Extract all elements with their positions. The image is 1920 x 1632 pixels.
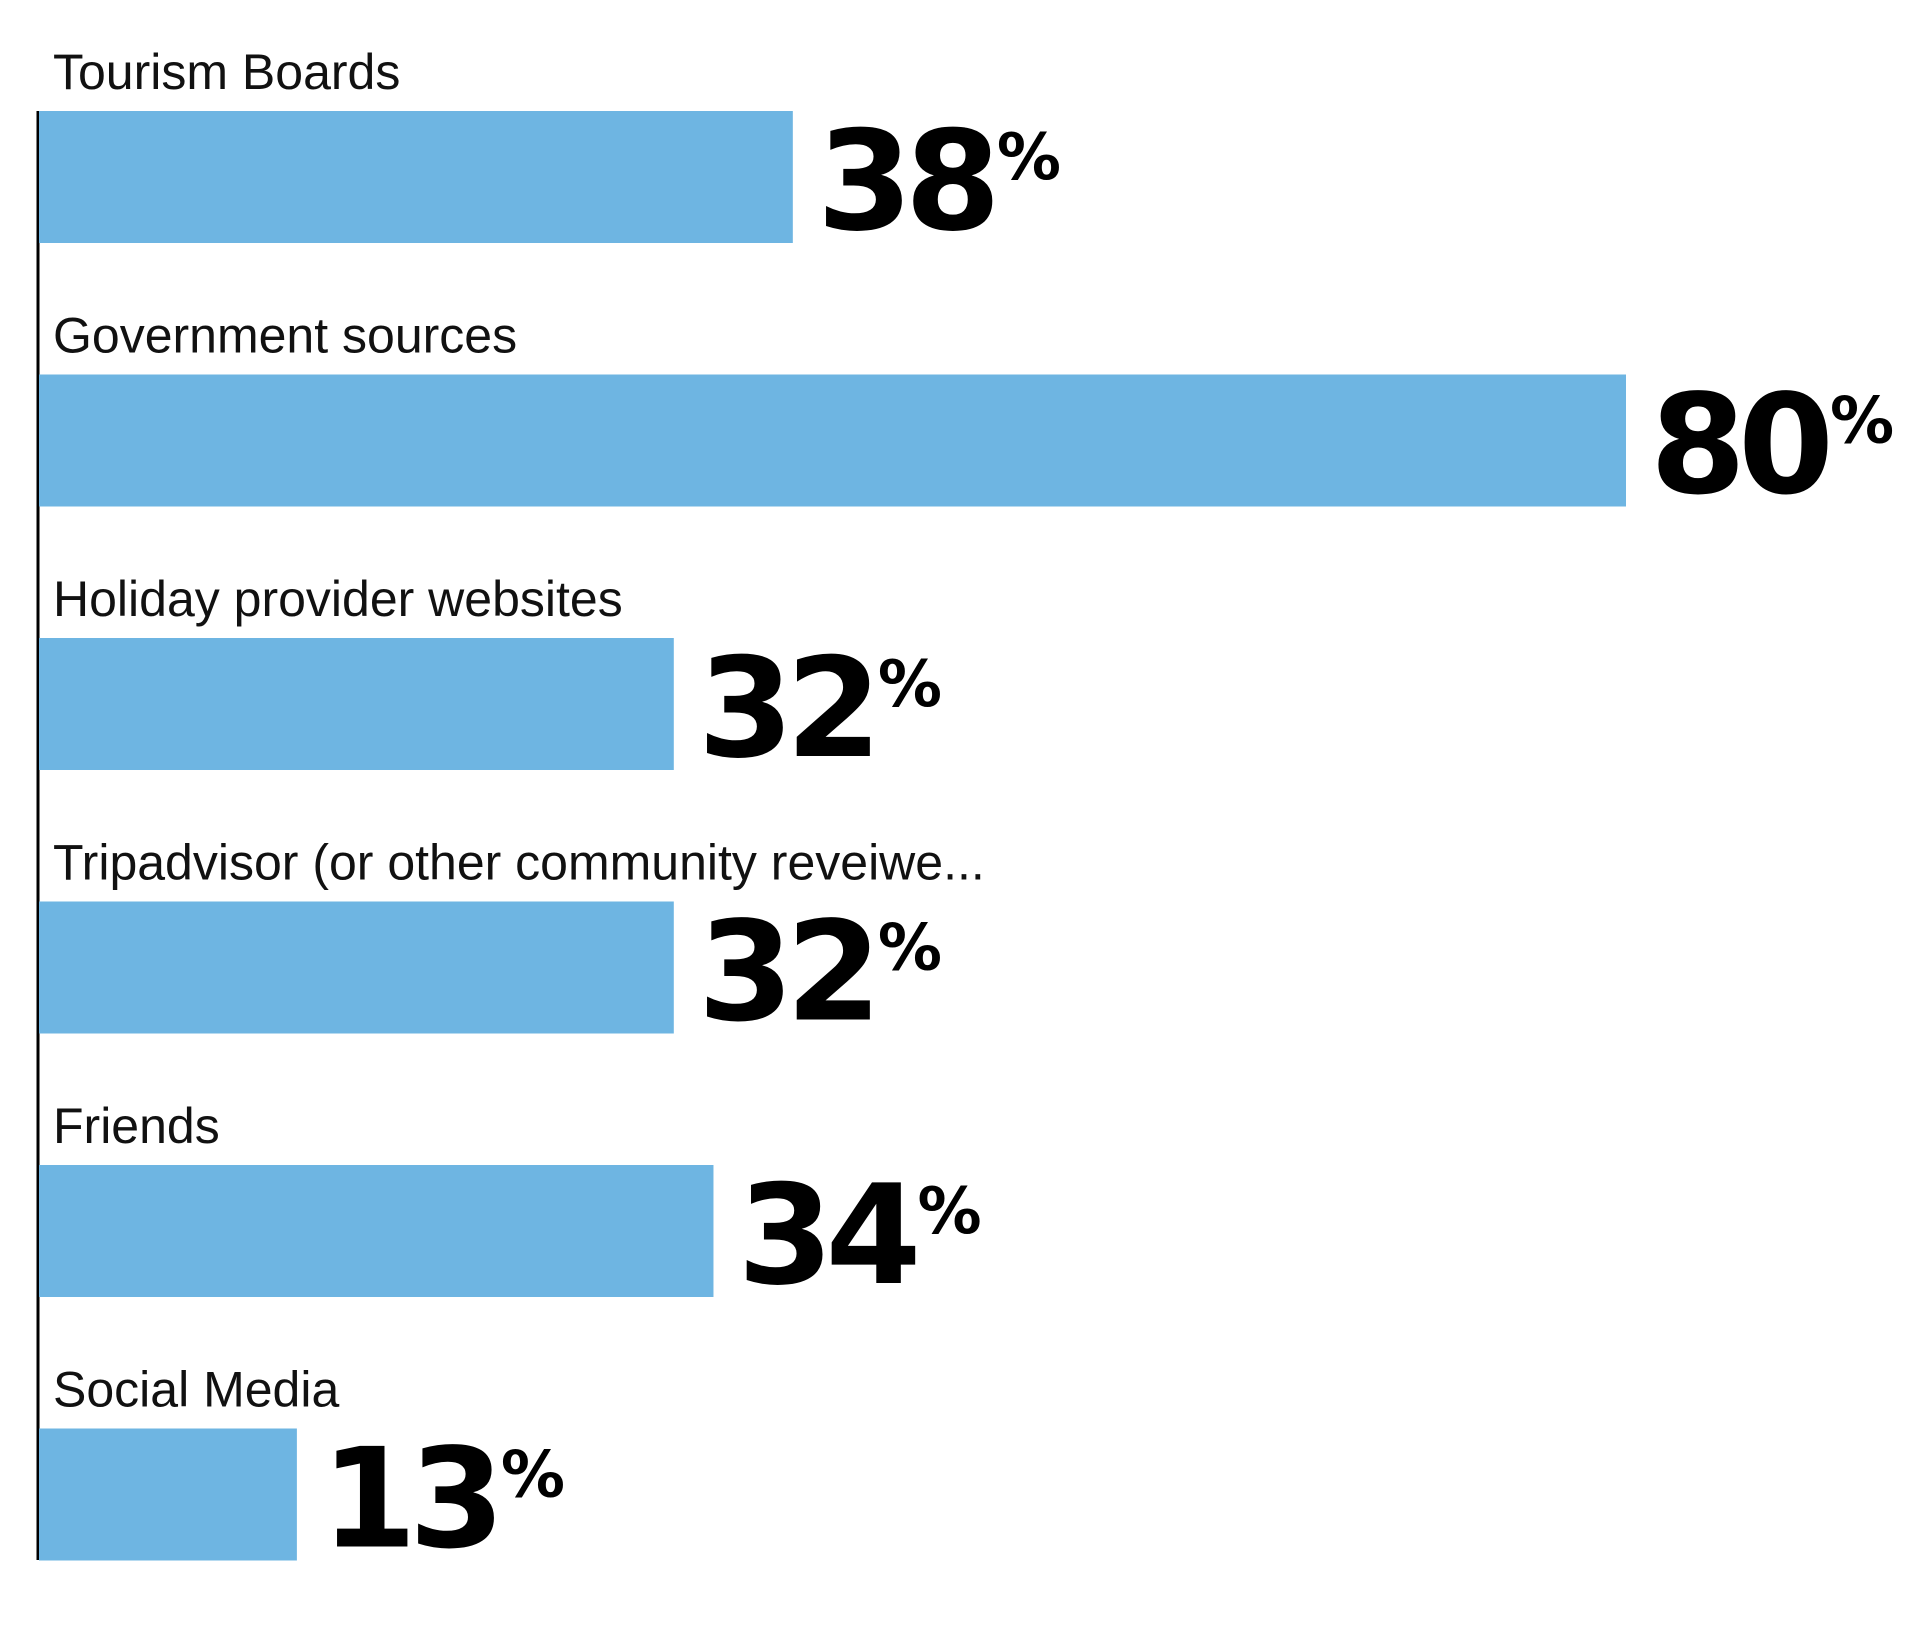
bar: [39, 374, 1626, 507]
category-label: Tripadvisor (or other community reveiwe.…: [53, 835, 985, 891]
category-label: Social Media: [53, 1362, 339, 1418]
percent-sign: %: [501, 1439, 565, 1513]
category-label: Government sources: [53, 308, 517, 364]
bar: [39, 638, 674, 770]
category-label: Holiday provider websites: [53, 571, 623, 627]
percent-sign: %: [878, 648, 942, 722]
bar: [39, 1428, 297, 1561]
value-label: 80: [1650, 365, 1828, 526]
bar: [39, 901, 674, 1034]
category-label: Tourism Boards: [53, 44, 400, 100]
value-label: 13: [321, 1419, 497, 1580]
percent-sign: %: [878, 912, 942, 986]
percent-sign: %: [918, 1175, 982, 1249]
value-label: 38: [817, 101, 993, 262]
percent-sign: %: [997, 121, 1061, 195]
percent-sign: %: [1830, 385, 1894, 459]
value-label: 32: [698, 628, 874, 789]
value-label: 32: [698, 892, 874, 1053]
bar: [39, 111, 793, 243]
bar: [39, 1165, 714, 1297]
value-label: 34: [737, 1155, 915, 1316]
category-label: Friends: [53, 1098, 220, 1154]
